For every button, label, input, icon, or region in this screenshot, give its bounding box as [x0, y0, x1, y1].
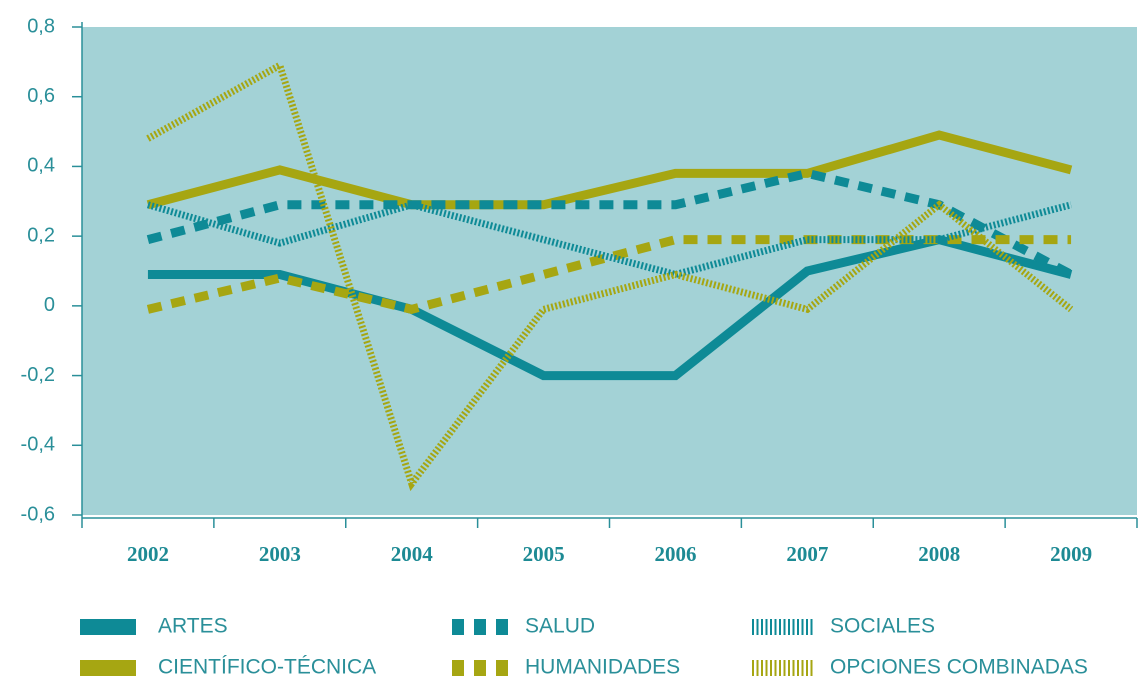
- y-tick-label: 0,4: [27, 155, 55, 177]
- x-tick-label: 2008: [918, 542, 960, 566]
- x-tick-label: 2009: [1050, 542, 1092, 566]
- x-tick-label: 2002: [127, 542, 169, 566]
- x-tick-label: 2004: [391, 542, 434, 566]
- x-tick-label: 2005: [523, 542, 565, 566]
- legend-swatch: [80, 619, 136, 635]
- series-line: [146, 60, 1074, 492]
- legend-swatch: [80, 660, 136, 676]
- legend-label: OPCIONES COMBINADAS: [830, 656, 1088, 679]
- x-tick-label: 2007: [786, 542, 828, 566]
- y-tick-label: 0,2: [27, 224, 55, 246]
- y-tick-label: 0,6: [27, 85, 55, 107]
- legend-label: SALUD: [525, 615, 595, 638]
- y-tick-label: -0,2: [21, 364, 55, 386]
- x-tick-label: 2003: [259, 542, 301, 566]
- legend-label: HUMANIDADES: [525, 656, 680, 679]
- y-tick-label: -0,6: [21, 503, 55, 525]
- legend-label: SOCIALES: [830, 615, 935, 638]
- y-tick-label: -0,4: [21, 434, 55, 456]
- series-line: [146, 130, 1073, 210]
- series-line: [146, 168, 1074, 279]
- series-line: [146, 201, 1072, 279]
- legend-label: ARTES: [158, 615, 228, 638]
- y-tick-label: 0,8: [27, 15, 55, 37]
- y-tick-label: 0: [44, 294, 55, 316]
- legend-label: CIENTÍFICO-TÉCNICA: [158, 656, 376, 679]
- x-tick-label: 2006: [654, 542, 696, 566]
